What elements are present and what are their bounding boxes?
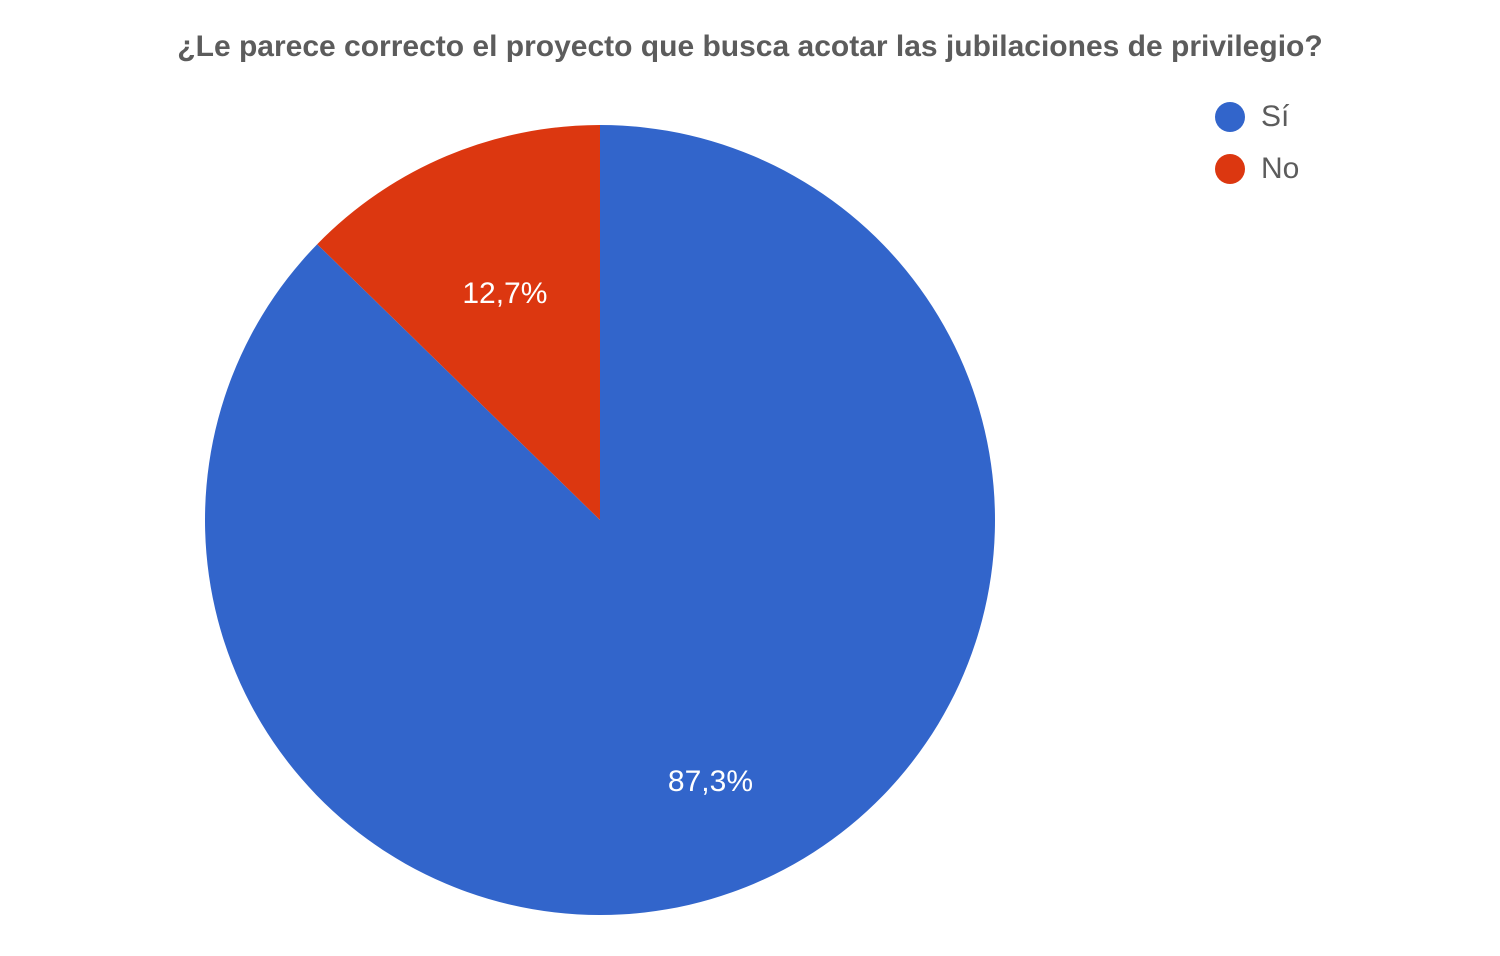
- legend: Sí No: [1215, 100, 1299, 204]
- legend-item-no[interactable]: No: [1215, 152, 1299, 186]
- legend-swatch-no: [1215, 154, 1245, 184]
- legend-label-no: No: [1261, 152, 1299, 186]
- chart-title: ¿Le parece correcto el proyecto que busc…: [0, 30, 1500, 64]
- legend-label-sí: Sí: [1261, 100, 1289, 134]
- legend-item-sí[interactable]: Sí: [1215, 100, 1299, 134]
- legend-swatch-sí: [1215, 102, 1245, 132]
- pie-chart: [205, 125, 995, 915]
- slice-label-no: 12,7%: [462, 277, 547, 311]
- chart-container: ¿Le parece correcto el proyecto que busc…: [0, 0, 1500, 956]
- slice-label-sí: 87,3%: [668, 765, 753, 799]
- pie-svg: [205, 125, 995, 915]
